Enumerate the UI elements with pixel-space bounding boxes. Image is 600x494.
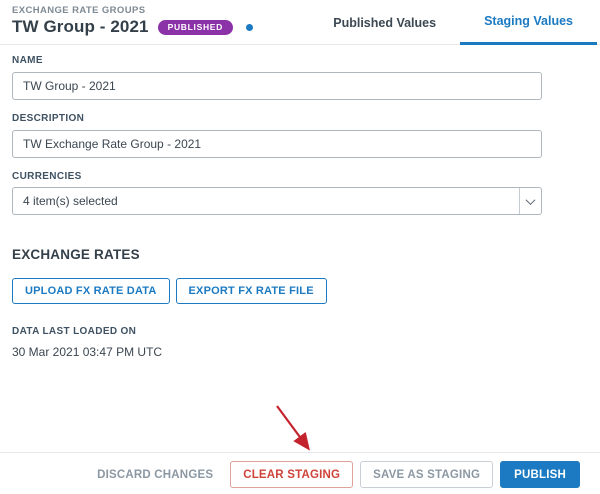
upload-fx-rate-data-button[interactable]: UPLOAD FX RATE DATA — [12, 278, 170, 304]
footer-action-bar: DISCARD CHANGES CLEAR STAGING SAVE AS ST… — [0, 452, 600, 494]
description-input[interactable] — [12, 130, 542, 158]
select-chevron-box[interactable] — [519, 188, 541, 214]
clear-staging-button[interactable]: CLEAR STAGING — [230, 461, 354, 488]
unsaved-changes-dot — [246, 23, 253, 31]
page-title: TW Group - 2021 — [12, 17, 149, 36]
tab-published-values[interactable]: Published Values — [333, 15, 437, 30]
exchange-rates-heading: EXCHANGE RATES — [12, 247, 140, 262]
breadcrumb: EXCHANGE RATE GROUPS — [12, 5, 146, 16]
published-status-badge: PUBLISHED — [157, 19, 233, 35]
name-label: NAME — [12, 55, 43, 66]
data-last-loaded-label: DATA LAST LOADED ON — [12, 326, 137, 337]
tab-staging-values[interactable]: Staging Values — [460, 0, 597, 45]
name-input[interactable] — [12, 72, 542, 100]
fx-actions-row: UPLOAD FX RATE DATA EXPORT FX RATE FILE — [12, 278, 600, 304]
currencies-select[interactable]: 4 item(s) selected — [12, 187, 542, 215]
form-content: NAME DESCRIPTION CURRENCIES 4 item(s) se… — [0, 45, 600, 359]
tab-bar: Published Values Staging Values — [309, 0, 597, 45]
currencies-selected-value: 4 item(s) selected — [23, 194, 118, 208]
discard-changes-button[interactable]: DISCARD CHANGES — [87, 461, 223, 488]
description-label: DESCRIPTION — [12, 113, 85, 124]
export-fx-rate-file-button[interactable]: EXPORT FX RATE FILE — [175, 278, 327, 304]
save-as-staging-button[interactable]: SAVE AS STAGING — [360, 461, 494, 488]
red-arrow-annotation — [276, 405, 310, 451]
currencies-label: CURRENCIES — [12, 171, 82, 182]
publish-button[interactable]: PUBLISH — [500, 461, 580, 488]
data-last-loaded-value: 30 Mar 2021 03:47 PM UTC — [12, 345, 163, 359]
page-header: EXCHANGE RATE GROUPS TW Group - 2021 PUB… — [0, 0, 600, 45]
chevron-down-icon — [525, 194, 536, 205]
title-row: TW Group - 2021 PUBLISHED — [12, 17, 253, 37]
